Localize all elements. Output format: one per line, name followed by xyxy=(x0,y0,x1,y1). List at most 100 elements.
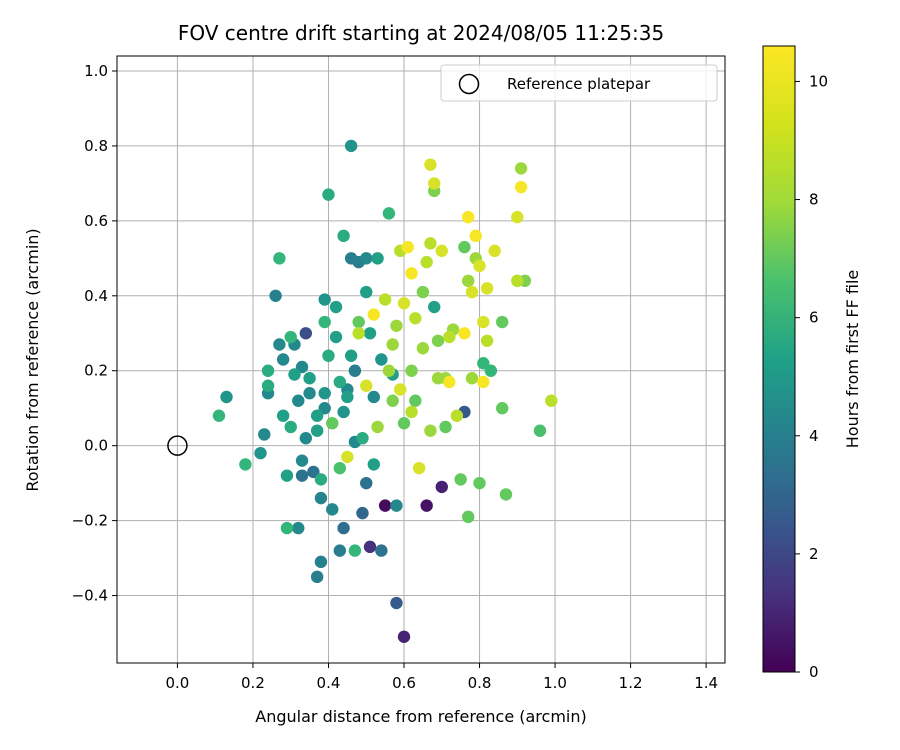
data-point xyxy=(477,315,490,329)
data-point xyxy=(458,240,471,254)
x-axis-label: Angular distance from reference (arcmin) xyxy=(255,707,586,726)
data-point xyxy=(356,431,369,445)
legend: Reference platepar xyxy=(440,64,718,102)
data-point xyxy=(314,491,328,505)
data-point xyxy=(477,375,490,389)
colorbar-ticks: 0 2 4 6 8 10 xyxy=(795,72,828,681)
colorbar-tick-label: 6 xyxy=(809,309,819,327)
data-point xyxy=(273,252,286,265)
reference-point xyxy=(167,435,188,456)
colorbar-tick-label: 8 xyxy=(809,191,819,209)
data-point xyxy=(360,379,373,392)
data-point xyxy=(310,424,324,437)
data-point xyxy=(495,315,509,329)
data-point xyxy=(435,480,448,494)
data-point xyxy=(405,405,418,419)
data-point xyxy=(405,364,418,377)
data-point xyxy=(318,315,331,329)
data-point xyxy=(348,364,362,377)
y-tick-label: 0.2 xyxy=(84,362,108,380)
data-point xyxy=(375,353,388,366)
data-point xyxy=(329,330,343,344)
data-point xyxy=(239,458,252,471)
data-point xyxy=(329,300,343,314)
data-point xyxy=(514,162,528,175)
data-point xyxy=(465,285,479,299)
data-point xyxy=(314,473,328,486)
data-point xyxy=(405,267,418,280)
colorbar-label: Hours from first FF file xyxy=(843,270,862,449)
data-point xyxy=(480,282,494,295)
legend-box xyxy=(440,64,718,102)
legend-reference-marker xyxy=(458,73,480,95)
data-point xyxy=(409,312,422,325)
data-point xyxy=(386,394,399,407)
x-tick-label: 1.2 xyxy=(619,674,643,692)
data-point xyxy=(326,416,339,430)
data-point xyxy=(318,387,331,400)
data-point xyxy=(477,357,490,370)
data-point xyxy=(220,390,233,404)
data-point xyxy=(363,540,377,554)
data-point xyxy=(443,375,456,389)
data-point xyxy=(473,476,486,490)
data-point xyxy=(473,259,486,273)
x-tick-label: 0.8 xyxy=(468,674,492,692)
data-point xyxy=(295,360,309,374)
data-point xyxy=(439,420,452,434)
reference-marker xyxy=(167,435,188,456)
colorbar-tick-label: 0 xyxy=(809,663,819,681)
legend-label: Reference platepar xyxy=(507,75,651,93)
data-point xyxy=(280,469,294,482)
data-point xyxy=(511,274,524,288)
y-tick-label: 0.4 xyxy=(84,287,108,305)
data-point xyxy=(397,416,411,430)
data-point xyxy=(333,461,347,475)
data-point xyxy=(360,476,373,490)
x-tick-label: 0.2 xyxy=(241,674,265,692)
data-point xyxy=(431,334,445,347)
data-point xyxy=(273,338,286,351)
data-point xyxy=(280,521,294,535)
data-point xyxy=(284,420,297,434)
data-point xyxy=(397,297,411,310)
data-point xyxy=(344,139,358,153)
grid xyxy=(117,56,725,663)
data-point xyxy=(390,499,403,512)
data-point xyxy=(390,596,403,610)
data-point xyxy=(344,349,358,362)
y-tick-label: 0.6 xyxy=(84,212,108,230)
data-point xyxy=(352,315,365,329)
data-point xyxy=(499,488,513,501)
data-point xyxy=(495,402,509,415)
data-point xyxy=(382,207,396,220)
data-point xyxy=(545,394,558,407)
data-point xyxy=(295,469,309,482)
data-point xyxy=(416,285,430,299)
data-point xyxy=(337,229,350,243)
data-point xyxy=(435,244,448,258)
data-point xyxy=(420,499,433,512)
data-point xyxy=(462,274,475,288)
x-axis-ticks: 0.0 0.2 0.4 0.6 0.8 1.0 1.2 1.4 xyxy=(165,663,718,692)
data-point xyxy=(397,630,411,643)
data-point xyxy=(295,454,309,467)
data-point xyxy=(424,158,437,171)
data-point xyxy=(292,394,305,407)
data-point xyxy=(465,372,479,385)
data-point xyxy=(299,327,313,340)
data-point xyxy=(261,364,275,377)
data-point xyxy=(322,188,335,201)
data-point xyxy=(382,364,396,377)
data-point xyxy=(533,424,547,437)
data-point xyxy=(348,544,362,557)
data-point xyxy=(375,544,388,557)
data-point xyxy=(378,499,392,512)
data-point xyxy=(367,308,380,321)
x-tick-label: 1.0 xyxy=(543,674,567,692)
data-points xyxy=(212,139,558,643)
data-point xyxy=(258,428,271,441)
y-axis-ticks: −0.4 −0.2 0.0 0.2 0.4 0.6 0.8 1.0 xyxy=(72,62,117,605)
colorbar-tick-label: 4 xyxy=(809,427,819,445)
